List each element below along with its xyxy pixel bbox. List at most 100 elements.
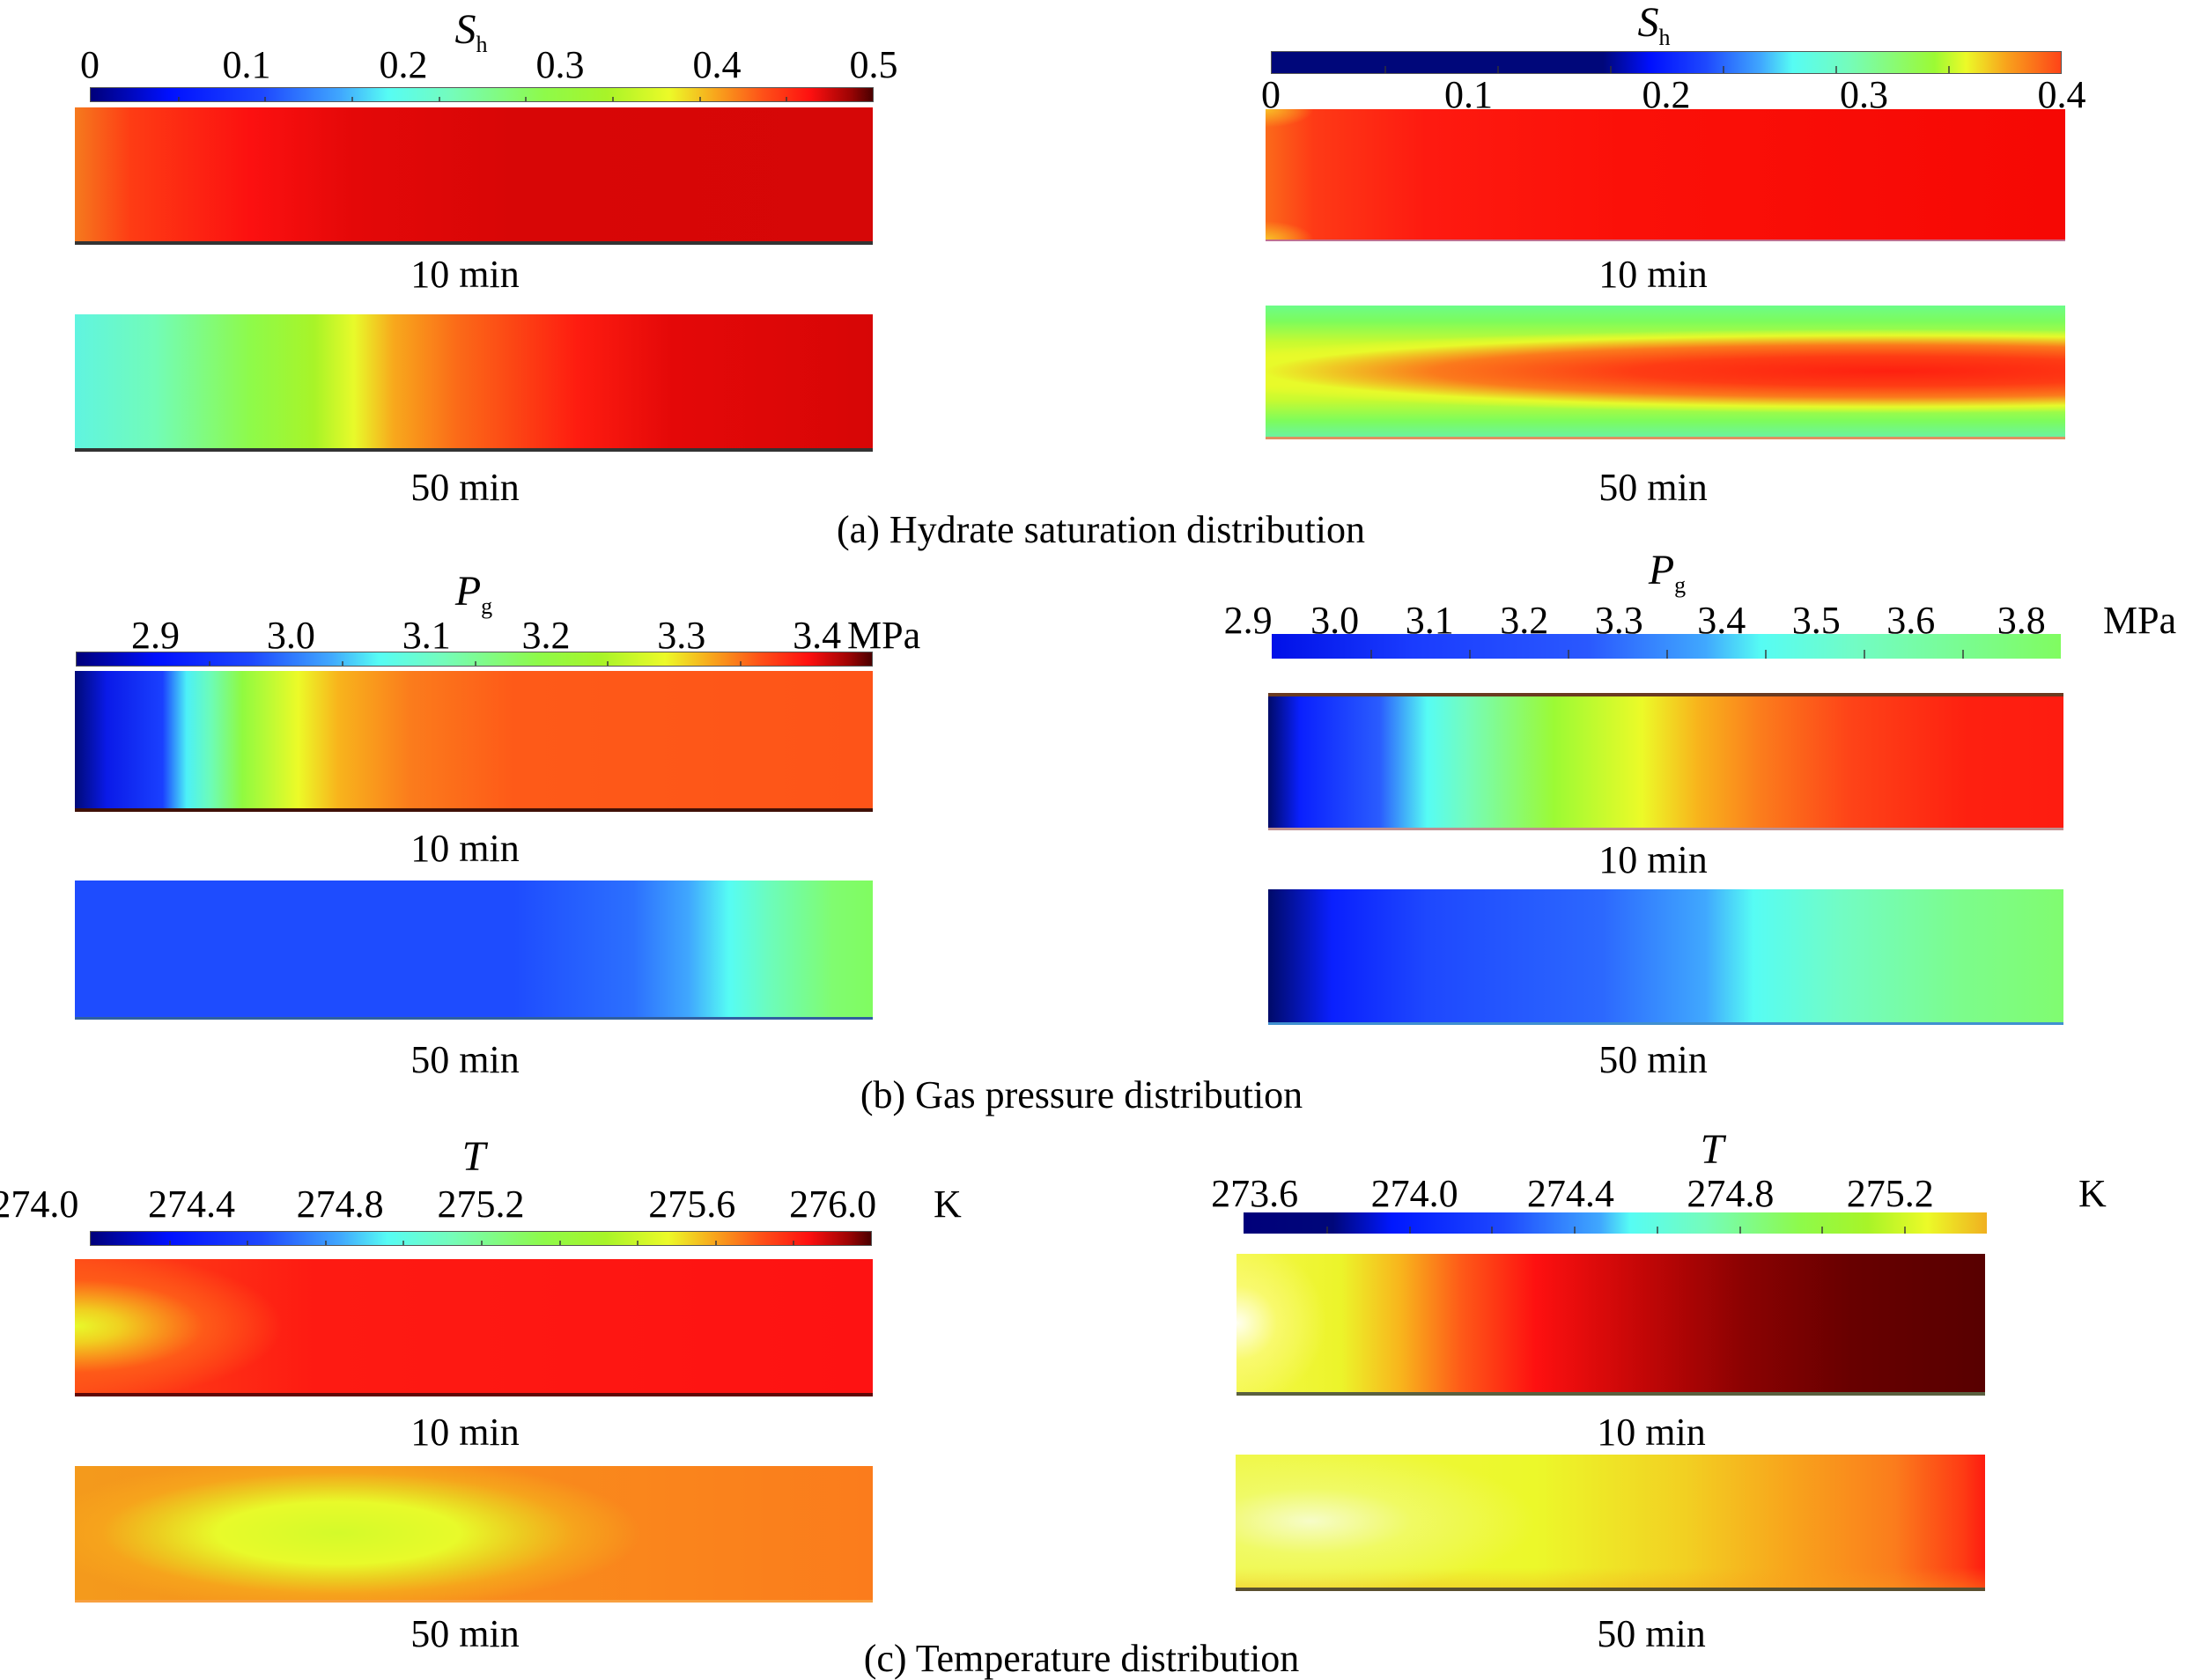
colorbar-tick-label: 273.6: [1211, 1172, 1299, 1215]
colorbar-tick-mark: [341, 660, 343, 666]
colorbar-tick-label: 3.6: [1886, 599, 1936, 642]
colorbar-tick-label: 3.2: [1500, 599, 1549, 642]
colorbar-tick-mark: [606, 660, 609, 666]
colorbar-tick-label: 0.2: [379, 43, 428, 86]
colorbar-tick-mark: [1325, 1226, 1328, 1234]
colorbar-tick-label: 0: [1261, 73, 1281, 116]
colorbar-tick-label: 3.0: [266, 614, 315, 657]
t-left-unit: K: [934, 1183, 962, 1226]
colorbar-tick-label: 274.0: [1370, 1172, 1458, 1215]
sh-right-field-10min: [1266, 109, 2065, 241]
colorbar-tick-label: 3.3: [1594, 599, 1643, 642]
sh-right-field-50min: [1266, 306, 2065, 439]
t-right-unit: K: [2078, 1172, 2107, 1215]
t-right-var: T: [1700, 1126, 1724, 1173]
colorbar-tick-mark: [247, 1240, 249, 1245]
colorbar-tick-label: 0.3: [535, 43, 585, 86]
pg-left-colorbar: [76, 652, 873, 667]
colorbar-tick-mark: [1765, 650, 1767, 659]
colorbar-tick-mark: [1469, 650, 1471, 659]
t-right-field-10min: [1236, 1254, 1985, 1396]
colorbar-tick-label: 275.6: [648, 1183, 736, 1226]
sh-right-colorbar: [1271, 51, 2062, 74]
pg-right-time-50: 50 min: [1598, 1038, 1708, 1081]
colorbar-tick-label: 2.9: [131, 614, 180, 657]
colorbar-tick-mark: [209, 660, 211, 666]
colorbar-tick-mark: [1491, 1226, 1494, 1234]
sh-left-colorbar: [90, 87, 874, 102]
pg-right-unit: MPa: [2103, 599, 2177, 642]
pg-left-var-sub: g: [481, 593, 493, 619]
sh-left-var-label: Sh: [455, 9, 488, 56]
colorbar-tick-label: 274.4: [147, 1183, 235, 1226]
pg-right-time-10: 10 min: [1598, 838, 1708, 881]
colorbar-tick-label: 3.3: [657, 614, 706, 657]
colorbar-tick-mark: [793, 1240, 795, 1245]
pg-left-time-50: 50 min: [410, 1038, 520, 1081]
colorbar-tick-mark: [558, 1240, 561, 1245]
colorbar-tick-mark: [402, 1240, 405, 1245]
sh-left-var: S: [454, 6, 476, 53]
colorbar-tick-label: 3.1: [402, 614, 451, 657]
colorbar-tick-mark: [1948, 65, 1950, 73]
sh-right-var-label: Sh: [1638, 2, 1671, 49]
colorbar-tick-mark: [1384, 65, 1386, 73]
pg-left-var-label: Pg: [455, 571, 492, 618]
pg-left-field-50min: [75, 881, 873, 1020]
sh-right-var: S: [1637, 0, 1659, 46]
caption-b: (b) Gas pressure distribution: [860, 1073, 1303, 1116]
colorbar-tick-mark: [1574, 1226, 1576, 1234]
pg-right-field-10min: [1268, 693, 2063, 830]
colorbar-tick-mark: [611, 96, 614, 101]
colorbar-tick-mark: [324, 1240, 327, 1245]
t-right-time-10: 10 min: [1597, 1411, 1706, 1454]
colorbar-tick-label: 274.8: [1687, 1172, 1775, 1215]
colorbar-tick-label: 3.2: [521, 614, 571, 657]
colorbar-tick-mark: [1835, 65, 1837, 73]
colorbar-tick-mark: [637, 1240, 639, 1245]
colorbar-tick-mark: [1864, 650, 1865, 659]
caption-c: (c) Temperature distribution: [863, 1637, 1300, 1680]
colorbar-tick-label: 275.2: [437, 1183, 525, 1226]
pg-left-var: P: [454, 568, 482, 615]
colorbar-tick-mark: [1370, 650, 1372, 659]
pg-right-var-label: Pg: [1649, 549, 1686, 597]
sh-left-time-50: 50 min: [410, 466, 520, 509]
t-right-time-50: 50 min: [1597, 1612, 1706, 1655]
colorbar-tick-mark: [438, 96, 440, 101]
t-left-field-10min: [75, 1259, 873, 1396]
colorbar-tick-mark: [1738, 1226, 1741, 1234]
colorbar-tick-label: 0.3: [1840, 73, 1888, 116]
colorbar-tick-mark: [1408, 1226, 1411, 1234]
pg-left-unit: MPa: [847, 614, 921, 657]
colorbar-tick-mark: [351, 96, 353, 101]
colorbar-tick-mark: [168, 1240, 171, 1245]
sh-left-field-50min: [75, 314, 873, 452]
sh-right-time-10: 10 min: [1598, 253, 1708, 296]
colorbar-tick-mark: [1821, 1226, 1824, 1234]
colorbar-tick-label: 274.4: [1526, 1172, 1614, 1215]
colorbar-tick-label: 3.1: [1405, 599, 1454, 642]
colorbar-tick-label: 0.1: [222, 43, 271, 86]
colorbar-tick-label: 3.4: [1697, 599, 1746, 642]
colorbar-tick-label: 3.8: [1997, 599, 2046, 642]
caption-a: (a) Hydrate saturation distribution: [837, 508, 1365, 551]
colorbar-tick-label: 2.9: [1223, 599, 1273, 642]
colorbar-tick-label: 0: [80, 43, 100, 86]
colorbar-tick-mark: [1497, 65, 1499, 73]
t-right-field-50min: [1236, 1455, 1985, 1591]
t-left-var-label: T: [462, 1136, 486, 1178]
colorbar-tick-mark: [1568, 650, 1569, 659]
colorbar-tick-label: 0.1: [1444, 73, 1493, 116]
sh-left-var-sub: h: [476, 32, 488, 57]
colorbar-tick-mark: [481, 1240, 483, 1245]
pg-right-var-sub: g: [1674, 572, 1687, 598]
t-left-time-50: 50 min: [410, 1612, 520, 1655]
colorbar-tick-mark: [525, 96, 528, 101]
pg-right-var: P: [1648, 547, 1675, 593]
sh-right-var-sub: h: [1658, 25, 1671, 50]
colorbar-tick-label: 3.0: [1310, 599, 1360, 642]
t-left-var: T: [461, 1133, 486, 1180]
pg-right-field-50min: [1268, 889, 2063, 1025]
colorbar-tick-label: 3.4: [793, 614, 842, 657]
